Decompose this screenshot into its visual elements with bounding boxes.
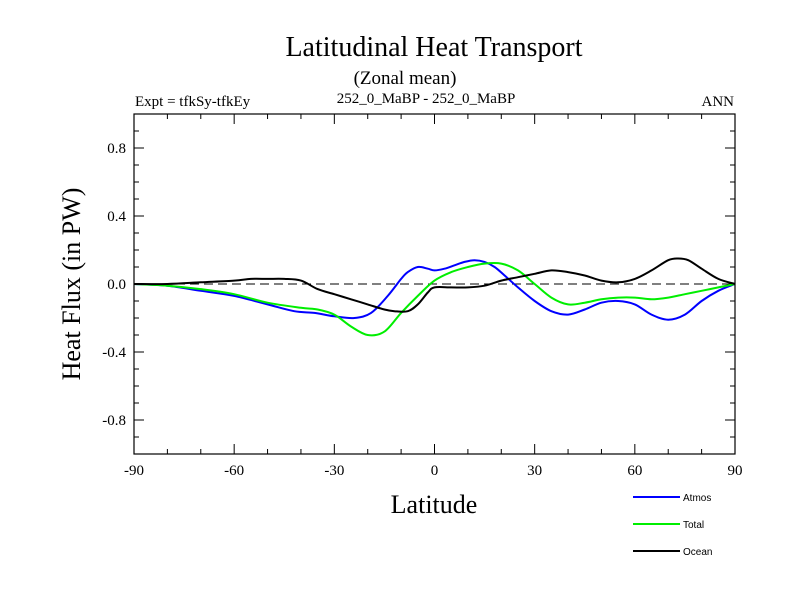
y-tick-label: 0.4 — [107, 209, 126, 225]
experiment-label: Expt = tfkSy-tfkEy — [135, 94, 251, 110]
x-tick-label: 60 — [627, 463, 642, 479]
x-tick-label: 0 — [431, 463, 439, 479]
x-tick-label: -60 — [224, 463, 244, 479]
period-label: 252_0_MaBP - 252_0_MaBP — [337, 91, 516, 107]
y-tick-label: 0.8 — [107, 141, 126, 157]
series-line-total — [133, 261, 736, 337]
y-tick-label: -0.8 — [102, 413, 126, 429]
legend-label-atmos: Atmos — [683, 493, 711, 504]
x-axis-label: Latitude — [391, 490, 478, 519]
season-label: ANN — [702, 94, 735, 110]
plot-frame — [133, 113, 736, 455]
chart-subtitle: (Zonal mean) — [354, 68, 457, 89]
y-tick-label: -0.4 — [102, 345, 126, 361]
series-line-ocean — [133, 257, 736, 313]
plot-area: -90 -60 -30 0 30 60 90 -0.8 -0.4 0.0 0.4 0.8 — [102, 113, 743, 479]
y-tick-label: 0.0 — [107, 277, 126, 293]
chart-title: Latitudinal Heat Transport — [285, 32, 582, 63]
x-tick-label: -90 — [124, 463, 144, 479]
x-tick-label: 90 — [728, 463, 743, 479]
legend: Atmos Total Ocean — [633, 493, 712, 558]
y-axis-label: Heat Flux (in PW) — [57, 188, 86, 381]
x-tick-label: 30 — [527, 463, 542, 479]
x-tick-label: -30 — [324, 463, 344, 479]
series-line-atmos — [133, 259, 736, 321]
legend-label-total: Total — [683, 520, 704, 531]
legend-label-ocean: Ocean — [683, 547, 712, 558]
